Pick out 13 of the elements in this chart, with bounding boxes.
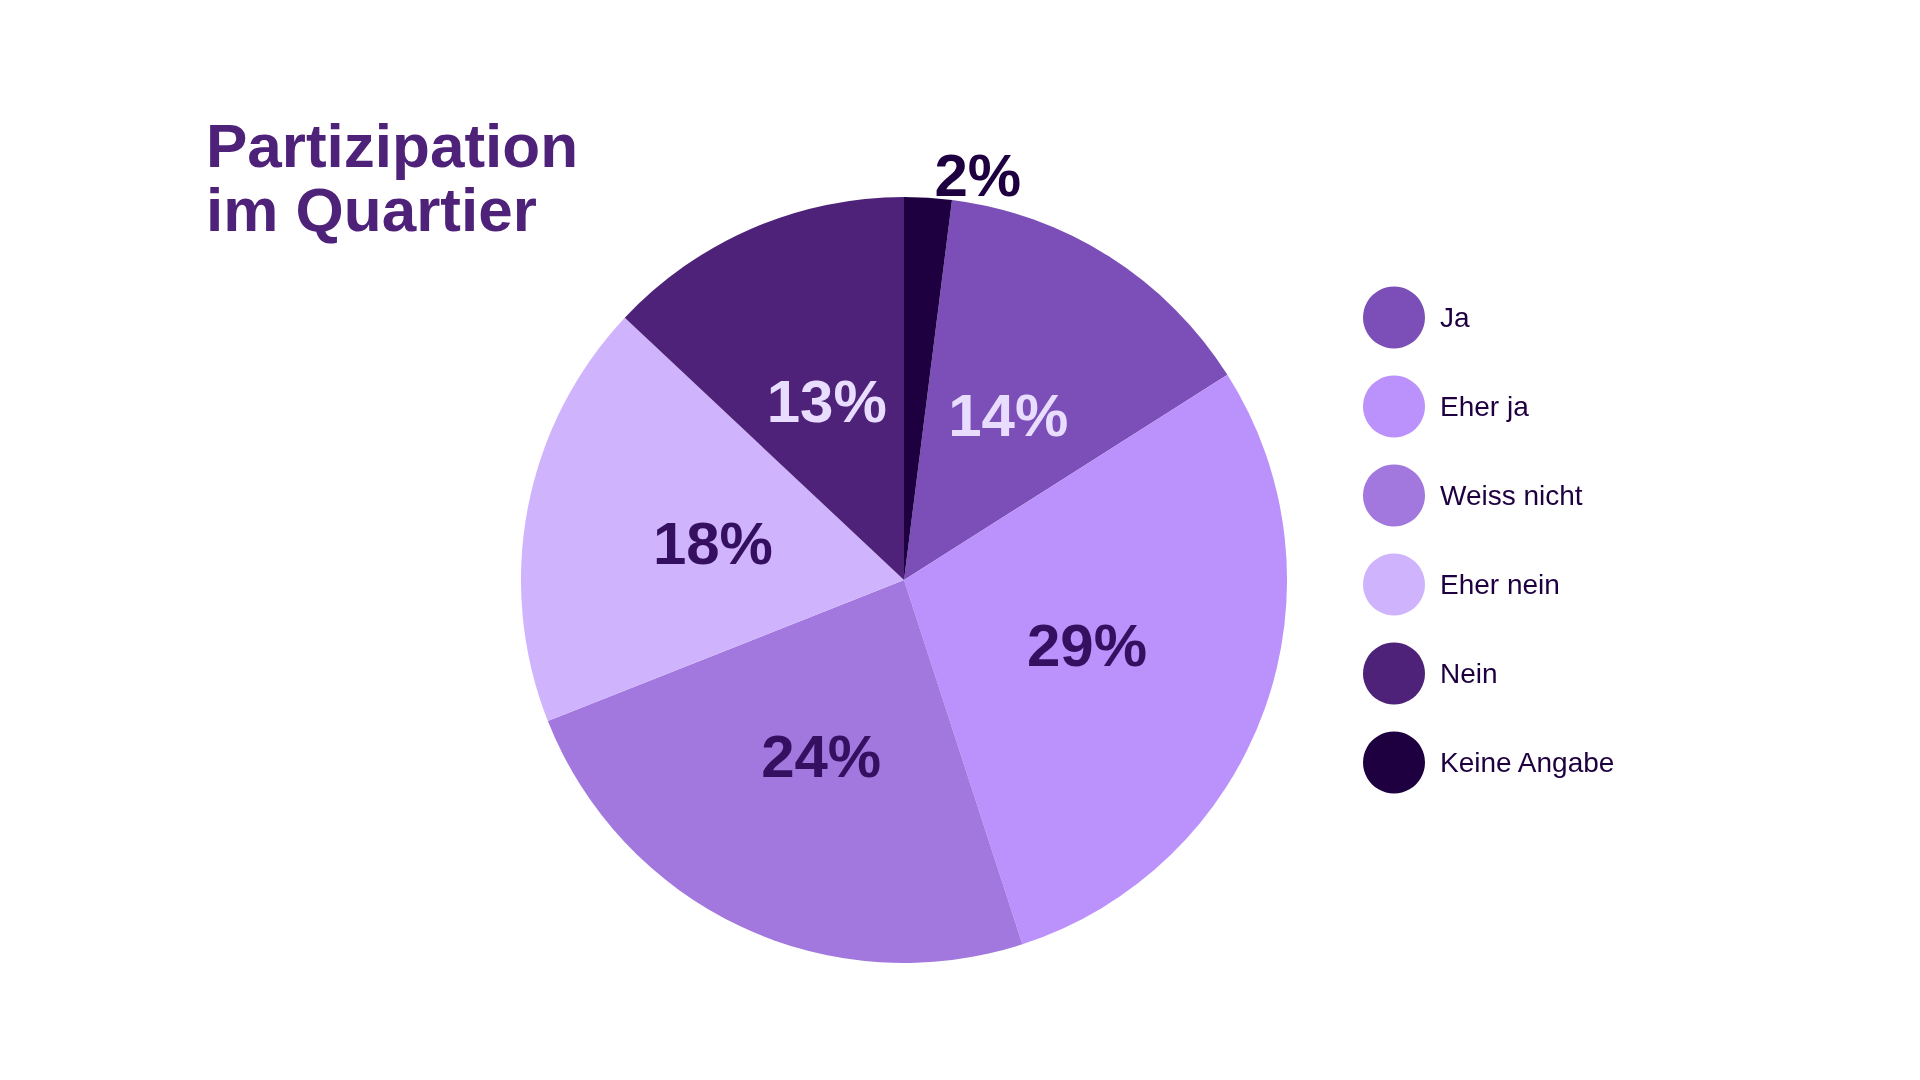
data-label: 29% — [1026, 612, 1148, 680]
data-label: 2% — [934, 142, 1022, 210]
data-label: 24% — [761, 722, 882, 790]
chart-title: Partizipation im Quartier — [206, 110, 579, 244]
data-label: 14% — [948, 382, 1069, 450]
legend-label: Ja — [1440, 302, 1470, 333]
legend-label: Eher nein — [1440, 569, 1560, 600]
legend-label: Keine Angabe — [1440, 747, 1615, 778]
legend-label: Eher ja — [1440, 391, 1530, 422]
data-label: 18% — [652, 510, 773, 578]
legend-label: Weiss nicht — [1440, 480, 1583, 511]
data-label: 13% — [766, 367, 887, 435]
legend-label: Nein — [1440, 658, 1498, 689]
